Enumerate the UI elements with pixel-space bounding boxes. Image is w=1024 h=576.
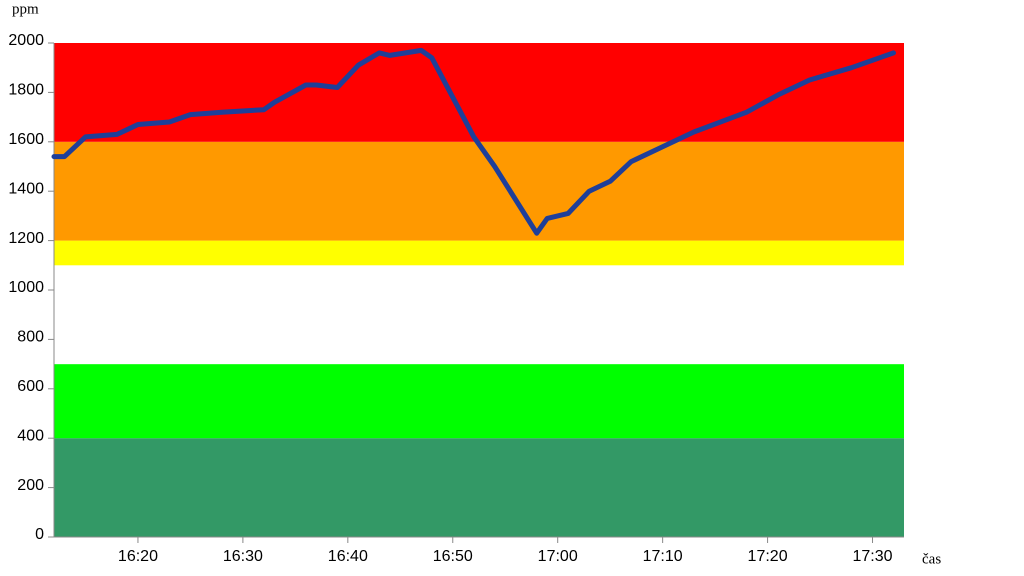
y-tick-label: 0 xyxy=(35,526,44,543)
band xyxy=(54,141,904,241)
y-tick-label: 400 xyxy=(17,427,44,444)
data-line xyxy=(51,47,896,236)
y-axis-label: ppm xyxy=(12,1,39,17)
band xyxy=(54,43,904,142)
y-tick-label: 600 xyxy=(17,378,44,395)
x-tick-label: 17:10 xyxy=(643,548,683,565)
x-tick-label: 17:20 xyxy=(748,548,788,565)
x-tick-label: 17:30 xyxy=(852,548,892,565)
y-tick-label: 1200 xyxy=(8,230,44,247)
x-axis-label: čas xyxy=(922,551,941,567)
y-tick-label: 1600 xyxy=(8,131,44,148)
x-tick-label: 16:50 xyxy=(433,548,473,565)
x-tick-label: 17:00 xyxy=(538,548,578,565)
band xyxy=(54,265,904,365)
y-tick-label: 800 xyxy=(17,329,44,346)
y-tick-label: 1000 xyxy=(8,279,44,296)
band xyxy=(54,438,904,537)
y-tick-label: 200 xyxy=(17,477,44,494)
x-tick-label: 16:30 xyxy=(223,548,263,565)
y-tick-label: 1800 xyxy=(8,82,44,99)
x-tick-label: 16:20 xyxy=(118,548,158,565)
x-tick-label: 16:40 xyxy=(328,548,368,565)
band xyxy=(54,364,904,439)
y-tick-label: 1400 xyxy=(8,180,44,197)
y-tick-label: 2000 xyxy=(8,32,44,49)
band xyxy=(54,240,904,266)
